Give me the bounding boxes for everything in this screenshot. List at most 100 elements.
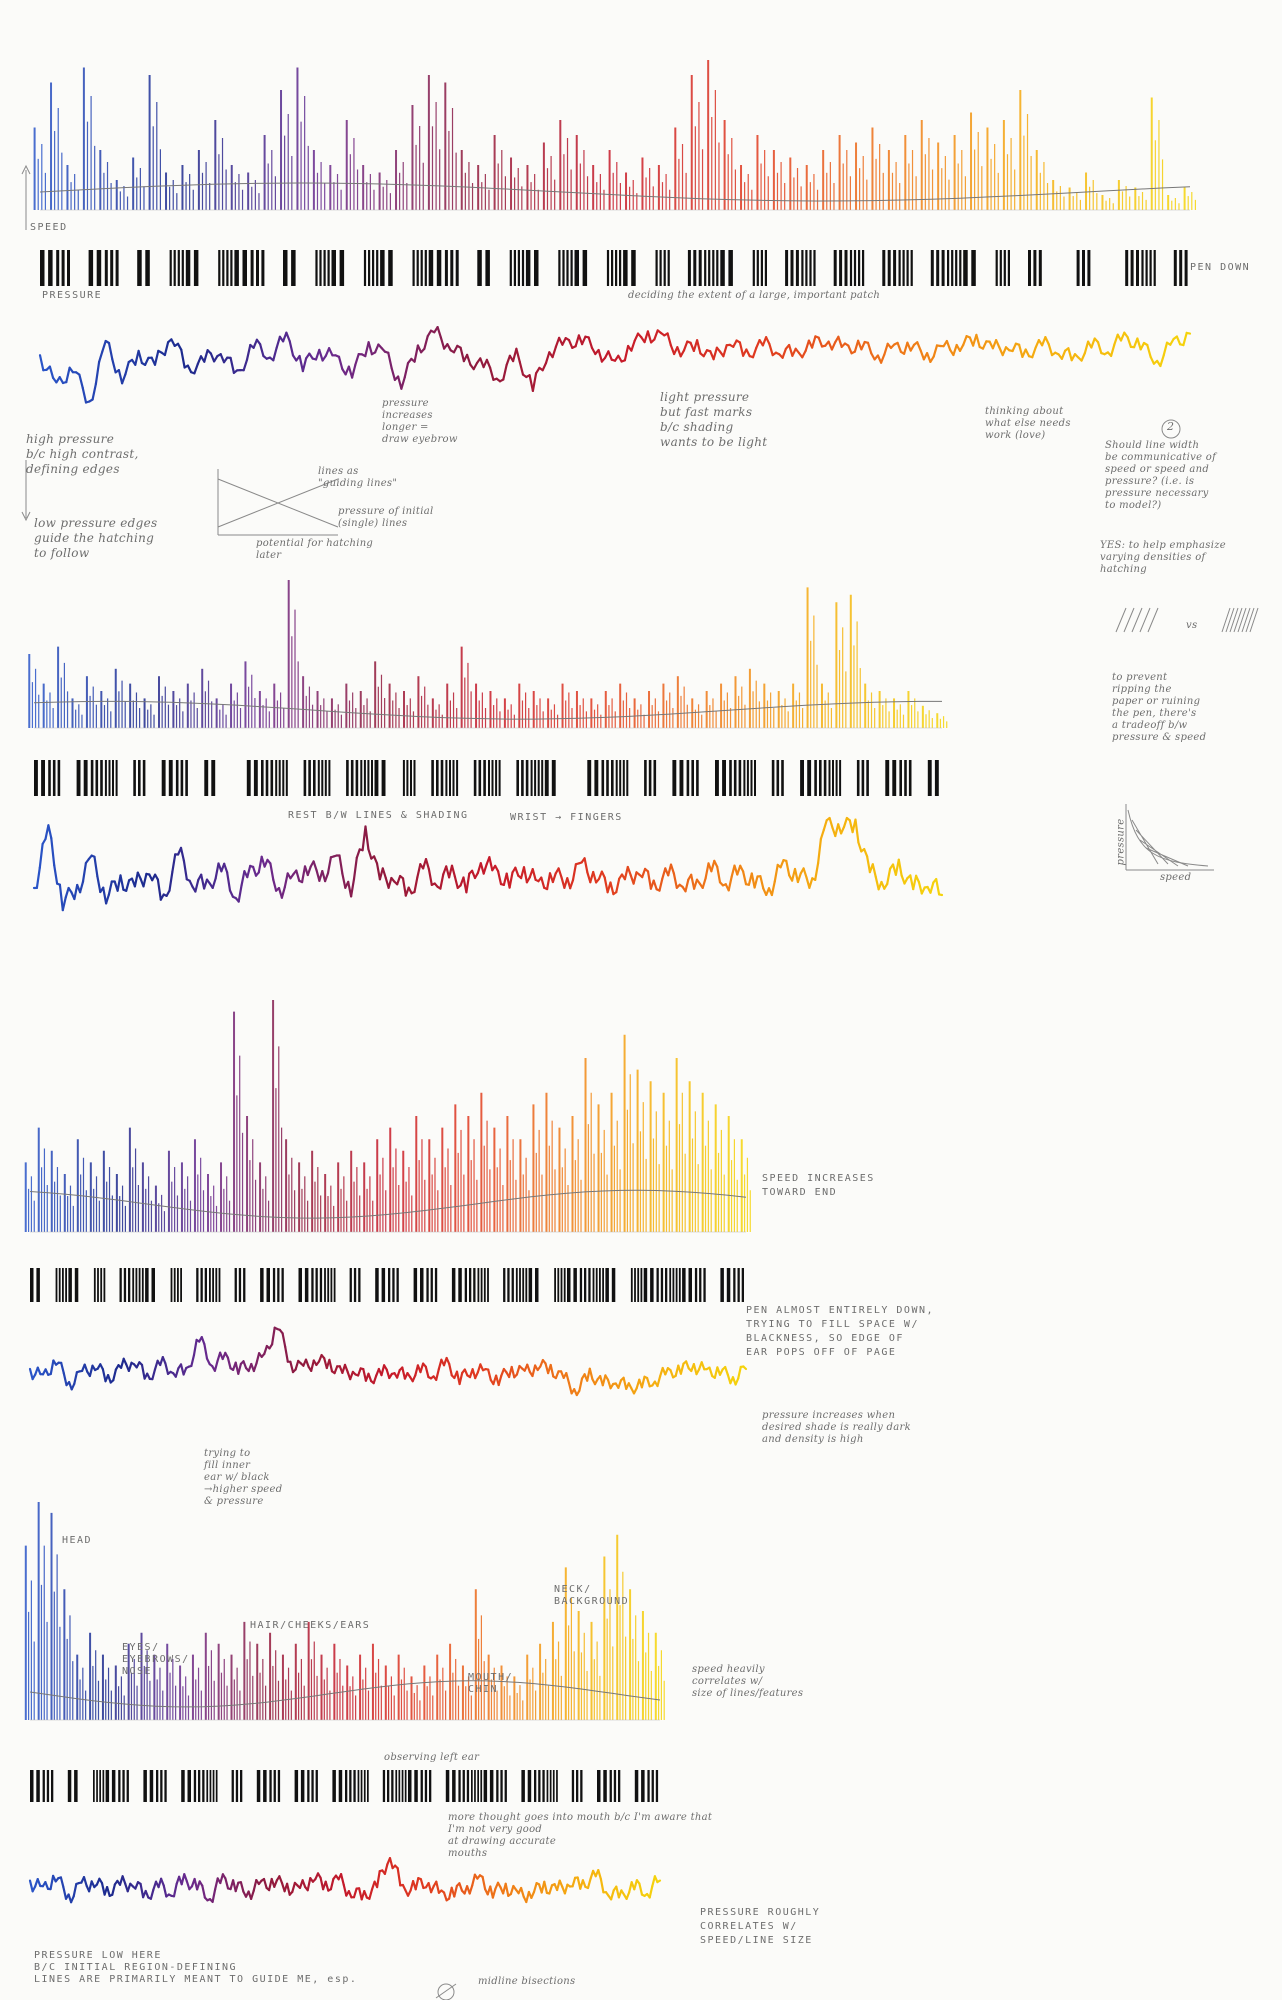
pen-down-stripe <box>856 760 860 796</box>
pen-down-stripe <box>781 760 784 796</box>
pen-down-stripe <box>275 760 278 796</box>
pressure-segment <box>607 350 613 361</box>
pressure-segment <box>1109 343 1116 357</box>
pen-down-stripe <box>414 1770 418 1802</box>
pressure-segment <box>472 361 479 371</box>
pen-down-stripe <box>202 1770 205 1802</box>
pen-down-stripe <box>541 760 544 796</box>
pen-down-stripe <box>813 250 816 286</box>
pressure-segment <box>306 1876 312 1892</box>
pen-down-stripe <box>256 250 259 286</box>
pressure-segment <box>669 344 676 356</box>
pressure-segment <box>396 1368 401 1379</box>
pen-down-stripe <box>498 760 501 796</box>
pen-down-stripe <box>517 250 520 286</box>
pen-down-stripe <box>349 1770 352 1802</box>
pressure-segment <box>446 343 452 352</box>
pen-down-stripe <box>823 760 827 796</box>
pen-down-stripe <box>307 1770 310 1802</box>
pressure-segment <box>174 1367 180 1378</box>
pen-down-stripe <box>601 760 605 796</box>
pressure-segment <box>281 1332 287 1348</box>
pen-down-label: PEN DOWN <box>1190 262 1251 273</box>
pen-down-stripe <box>452 1770 456 1802</box>
pressure-segment <box>62 1372 68 1387</box>
pressure-segment <box>111 358 117 374</box>
pen-down-stripe <box>319 250 322 286</box>
pressure-segment <box>1017 343 1024 358</box>
pen-down-stripe <box>696 760 699 796</box>
pen-down-stripe <box>764 250 767 286</box>
pen-down-stripe <box>893 250 897 286</box>
pressure-segment <box>263 1344 268 1356</box>
pen-down-stripe <box>623 250 628 286</box>
pen-down-stripe <box>885 760 890 796</box>
pen-down-stripe <box>535 1268 539 1302</box>
pressure-segment <box>194 878 200 893</box>
pressure-segment <box>120 373 127 385</box>
pressure-segment <box>326 856 332 875</box>
pressure-segment <box>842 816 849 829</box>
pen-down-stripe <box>634 1268 636 1302</box>
pressure-segment <box>822 819 828 832</box>
pressure-segment <box>810 335 817 349</box>
pen-down-stripe <box>238 1268 242 1302</box>
pressure-segment <box>580 335 587 346</box>
pen-down-stripe <box>712 250 715 286</box>
pressure-segment <box>93 855 99 878</box>
pressure-segment <box>424 857 430 871</box>
pen-down-stripe <box>428 250 434 286</box>
pressure-segment <box>1162 341 1169 357</box>
pen-down-stripe <box>374 760 379 796</box>
pressure-segment <box>78 880 85 894</box>
pen-down-stripe <box>622 760 625 796</box>
pen-down-stripe <box>619 760 622 796</box>
pressure-segment <box>1149 355 1156 365</box>
pressure-segment <box>633 332 640 342</box>
pressure-segment <box>648 1884 654 1899</box>
pen-down-stripe <box>145 250 150 286</box>
pressure-segment <box>134 349 140 366</box>
pressure-segment <box>340 1872 345 1886</box>
pressure-segment <box>509 1884 515 1896</box>
pressure-segment <box>702 349 709 358</box>
pen-down-stripe <box>133 760 136 796</box>
pen-down-stripe <box>726 1268 731 1302</box>
pressure-segment <box>857 841 863 853</box>
pen-down-stripe <box>444 250 448 286</box>
pen-down-stripe <box>1082 250 1085 286</box>
pressure-segment <box>112 1368 118 1382</box>
pressure-segment <box>791 347 797 357</box>
pressure-segment <box>101 1368 107 1383</box>
pen-down-stripe <box>809 250 812 286</box>
pen-down-stripe <box>108 760 111 796</box>
pen-down-stripe <box>999 250 1002 286</box>
pen-down-stripe <box>728 250 733 286</box>
pen-down-stripe <box>187 1770 191 1802</box>
pressure-segment <box>925 352 932 363</box>
pressure-segment <box>515 347 521 363</box>
pressure-segment <box>567 339 574 349</box>
pressure-segment <box>883 342 889 356</box>
pen-down-stripe <box>185 760 188 796</box>
line-width-note: Should line width be communicative of sp… <box>1105 440 1217 511</box>
pressure-segment <box>543 1880 549 1895</box>
pen-down-stripe <box>434 1268 438 1302</box>
pressure-segment <box>338 854 344 875</box>
pressure-segment <box>587 336 594 349</box>
pen-down-stripe <box>687 250 691 286</box>
pen-down-stripe <box>466 1770 470 1802</box>
pressure-segment <box>136 871 142 881</box>
pen-down-stripe <box>546 1770 549 1802</box>
pen-down-stripe <box>240 1770 243 1802</box>
pen-down-stripe <box>552 1770 555 1802</box>
pressure-segment <box>865 855 872 874</box>
pen-down-stripe <box>156 1770 159 1802</box>
pressure-segment <box>419 1362 425 1374</box>
pressure-segment <box>50 837 56 867</box>
pen-down-stripe <box>800 760 804 796</box>
pen-down-stripe <box>41 760 45 796</box>
pen-down-stripe <box>631 250 636 286</box>
pressure-segment <box>140 1363 146 1380</box>
